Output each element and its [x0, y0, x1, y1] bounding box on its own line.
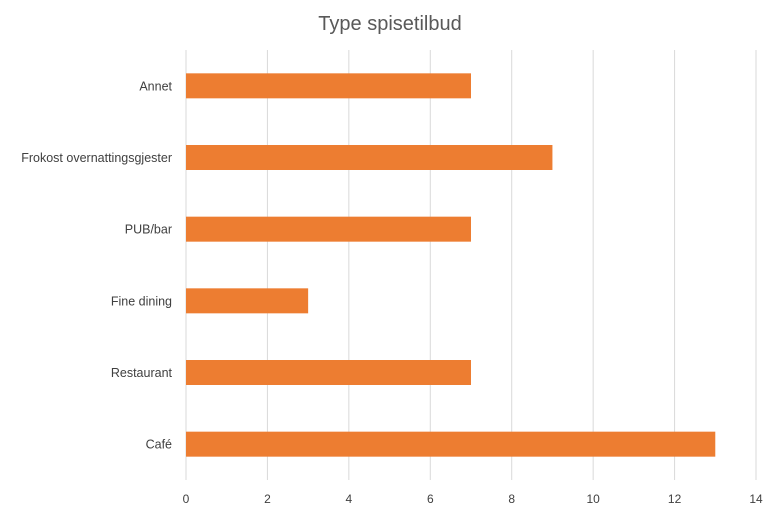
x-tick-label: 14 — [749, 492, 763, 506]
chart-title: Type spisetilbud — [318, 13, 461, 35]
category-label: Café — [146, 438, 172, 452]
bar — [186, 145, 553, 170]
bar — [186, 431, 716, 457]
x-tick-label: 10 — [586, 492, 600, 506]
bar — [186, 216, 471, 242]
gridlines — [185, 50, 757, 480]
category-label: Restaurant — [111, 366, 173, 380]
bar — [186, 360, 471, 385]
bars — [186, 73, 716, 457]
x-axis-ticks: 0 2 4 6 8 10 12 14 — [183, 492, 763, 506]
bar — [186, 73, 471, 99]
category-label: Frokost overnattingsgjester — [21, 151, 172, 165]
x-tick-label: 6 — [427, 492, 434, 506]
x-tick-label: 4 — [346, 492, 353, 506]
x-tick-label: 12 — [668, 492, 682, 506]
bar — [186, 288, 309, 314]
x-tick-label: 2 — [264, 492, 271, 506]
category-label: Fine dining — [111, 294, 172, 308]
x-tick-label: 8 — [508, 492, 515, 506]
x-tick-label: 0 — [183, 492, 190, 506]
category-label: Annet — [139, 79, 172, 93]
category-label: PUB/bar — [125, 223, 172, 237]
category-labels: Annet Frokost overnattingsgjester PUB/bar F… — [21, 79, 172, 451]
